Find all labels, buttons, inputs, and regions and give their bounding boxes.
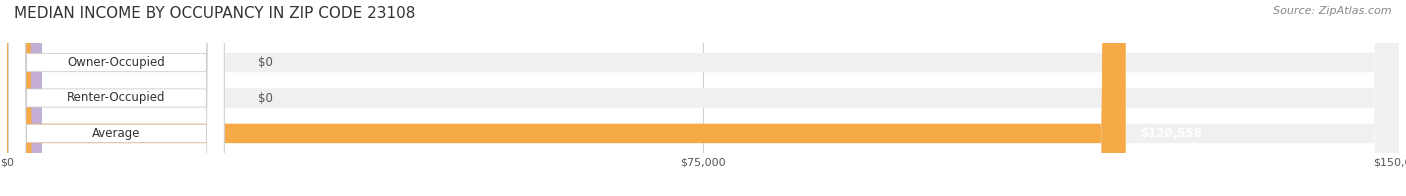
FancyBboxPatch shape bbox=[8, 0, 224, 196]
Text: Average: Average bbox=[91, 127, 141, 140]
Text: MEDIAN INCOME BY OCCUPANCY IN ZIP CODE 23108: MEDIAN INCOME BY OCCUPANCY IN ZIP CODE 2… bbox=[14, 6, 415, 21]
Text: Renter-Occupied: Renter-Occupied bbox=[67, 92, 166, 104]
FancyBboxPatch shape bbox=[8, 0, 224, 196]
Text: $0: $0 bbox=[257, 92, 273, 104]
FancyBboxPatch shape bbox=[8, 0, 224, 196]
Text: $120,556: $120,556 bbox=[1140, 127, 1202, 140]
Text: Owner-Occupied: Owner-Occupied bbox=[67, 56, 165, 69]
FancyBboxPatch shape bbox=[7, 0, 1399, 196]
FancyBboxPatch shape bbox=[7, 0, 42, 196]
FancyBboxPatch shape bbox=[7, 0, 1399, 196]
FancyBboxPatch shape bbox=[7, 0, 1399, 196]
FancyBboxPatch shape bbox=[7, 0, 1126, 196]
FancyBboxPatch shape bbox=[7, 0, 42, 196]
Text: Source: ZipAtlas.com: Source: ZipAtlas.com bbox=[1274, 6, 1392, 16]
Text: $0: $0 bbox=[257, 56, 273, 69]
